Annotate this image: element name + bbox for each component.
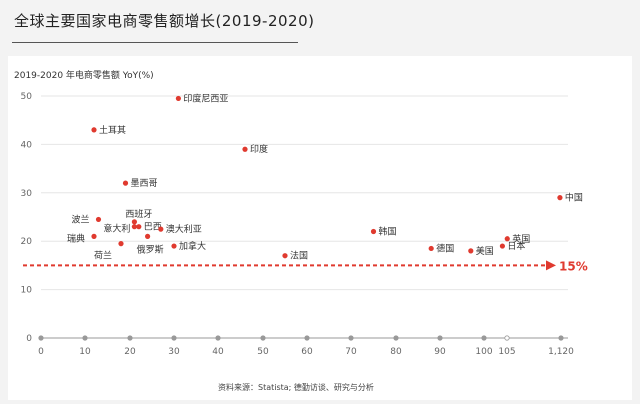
data-point — [242, 146, 248, 152]
chart-panel: 2019-2020 年电商零售额 YoY(%) 0 10 20 30 40 50 0 10 20… — [8, 56, 632, 400]
y-tick-label: 30 — [21, 189, 33, 199]
data-point-label: 日本 — [507, 240, 525, 252]
data-point-label: 美国 — [476, 245, 494, 257]
data-point-label: 印度尼西亚 — [183, 92, 228, 104]
x-tick-label: 1,120 — [548, 347, 574, 357]
x-tick-marker — [348, 335, 354, 341]
x-tick-label: 100 — [475, 347, 492, 357]
data-point — [370, 228, 377, 235]
y-tick-label: 50 — [21, 92, 33, 102]
data-point-label: 意大利 — [103, 223, 130, 235]
source-note: 资料来源：Statista; 德勤访谈、研究与分析 — [218, 382, 374, 392]
data-point-label: 印度 — [250, 143, 268, 155]
data-point-label: 英国 — [512, 233, 530, 245]
x-tick-marker — [260, 335, 266, 341]
data-point — [499, 243, 505, 249]
data-point-label: 法国 — [290, 250, 308, 262]
data-point — [136, 224, 142, 230]
data-point-label: 西班牙 — [125, 208, 152, 220]
x-tick-label: 70 — [345, 347, 357, 357]
reference-layer: 15% — [23, 259, 588, 273]
data-point — [118, 241, 124, 247]
data-point-label: 瑞典 — [67, 232, 85, 244]
x-tick-marker — [171, 335, 177, 341]
data-point — [282, 253, 288, 259]
page-title: 全球主要国家电商零售额增长(2019-2020) — [14, 12, 315, 30]
data-point-label: 巴西 — [144, 222, 162, 233]
reference-arrow-icon — [546, 260, 556, 271]
y-tick-label: 10 — [21, 286, 33, 296]
x-tick-label: 80 — [390, 347, 402, 357]
data-point-label: 德国 — [436, 242, 454, 254]
data-point — [131, 219, 137, 225]
x-tick-label: 60 — [301, 347, 313, 357]
reference-label: 15% — [559, 259, 588, 273]
x-tick-label: 20 — [124, 347, 136, 357]
data-point — [175, 95, 181, 102]
x-tick-marker — [304, 335, 310, 341]
data-point — [91, 127, 97, 133]
data-point-label: 荷兰 — [94, 250, 112, 262]
x-tick-label: 40 — [212, 347, 224, 357]
data-point — [95, 216, 102, 223]
x-tick-marker — [82, 335, 88, 341]
data-point — [91, 233, 97, 239]
data-point-label: 波兰 — [71, 213, 89, 225]
axis-layer: 0 10 20 30 40 50 0 10 20 30 40 50 60 70 80 90 100 105 1,12… — [21, 92, 575, 357]
data-point-label: 澳大利亚 — [166, 223, 202, 235]
data-point — [468, 248, 474, 254]
y-tick-label: 40 — [21, 140, 33, 150]
x-tick-marker — [127, 335, 133, 341]
y-axis-label: 2019-2020 年电商零售额 YoY(%) — [14, 69, 154, 81]
data-point-label: 墨西哥 — [131, 178, 158, 189]
x-tick-label: 10 — [79, 347, 91, 357]
data-point-label: 韩国 — [379, 226, 397, 238]
x-tick-label: 50 — [257, 347, 269, 357]
x-tick-label: 105 — [498, 347, 515, 357]
data-point — [428, 245, 434, 252]
y-tick-label: 0 — [26, 334, 32, 344]
x-tick-label: 30 — [168, 347, 180, 357]
title-divider — [12, 42, 298, 43]
data-point — [171, 243, 177, 249]
x-tick-label: 90 — [434, 347, 446, 357]
x-tick-marker — [38, 335, 44, 341]
data-point — [158, 226, 164, 232]
x-tick-marker — [481, 335, 487, 341]
data-point — [131, 224, 137, 230]
data-point — [145, 233, 151, 239]
y-tick-label: 20 — [21, 237, 33, 247]
data-point — [122, 180, 129, 186]
data-point-label: 中国 — [565, 192, 583, 204]
scatter-chart: 2019-2020 年电商零售额 YoY(%) 0 10 20 30 40 50 0 10 20… — [14, 69, 588, 392]
data-point — [557, 195, 563, 201]
x-tick-marker — [215, 335, 221, 341]
x-tick-marker — [437, 335, 443, 341]
x-tick-marker — [393, 335, 399, 341]
data-point — [504, 236, 510, 242]
x-tick-marker — [504, 335, 510, 341]
x-tick-label: 0 — [38, 347, 44, 357]
data-point-label: 俄罗斯 — [137, 243, 164, 255]
data-point-label: 加拿大 — [179, 240, 206, 252]
data-point-label: 土耳其 — [99, 124, 126, 136]
x-tick-marker — [558, 335, 564, 341]
